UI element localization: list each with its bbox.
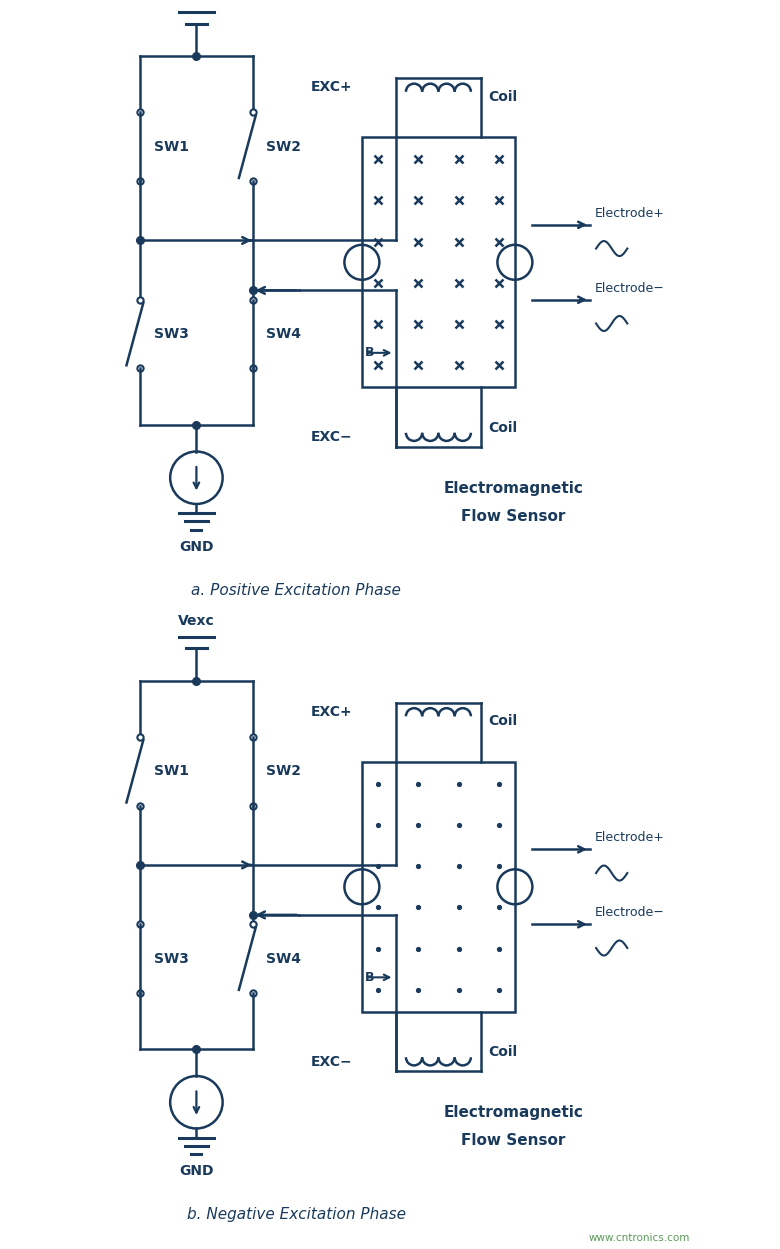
Text: b. Negative Excitation Phase: b. Negative Excitation Phase xyxy=(187,1207,406,1223)
Text: SW1: SW1 xyxy=(154,140,189,154)
Text: Coil: Coil xyxy=(488,421,517,435)
Text: SW3: SW3 xyxy=(154,327,189,341)
Text: EXC−: EXC− xyxy=(311,1054,353,1069)
Text: Flow Sensor: Flow Sensor xyxy=(461,1134,566,1149)
Text: a. Positive Excitation Phase: a. Positive Excitation Phase xyxy=(191,582,401,598)
Text: B: B xyxy=(365,346,374,360)
Bar xyxy=(362,137,515,387)
Text: SW4: SW4 xyxy=(266,952,301,965)
Text: Electrode−: Electrode− xyxy=(595,282,665,295)
Text: Electrode+: Electrode+ xyxy=(595,207,665,220)
Text: GND: GND xyxy=(179,1164,214,1178)
Text: SW1: SW1 xyxy=(154,764,189,778)
Text: Coil: Coil xyxy=(488,714,517,728)
Text: Vexc: Vexc xyxy=(178,0,214,4)
Text: Coil: Coil xyxy=(488,90,517,104)
Text: Electrode+: Electrode+ xyxy=(595,832,665,844)
Text: EXC−: EXC− xyxy=(311,430,353,445)
Bar xyxy=(362,762,515,1012)
Text: EXC+: EXC+ xyxy=(311,80,353,95)
Text: SW2: SW2 xyxy=(266,140,301,154)
Text: Electromagnetic: Electromagnetic xyxy=(443,481,583,496)
Text: SW4: SW4 xyxy=(266,327,301,341)
Text: GND: GND xyxy=(179,540,214,553)
Text: SW2: SW2 xyxy=(266,764,301,778)
Text: B: B xyxy=(365,970,374,984)
Text: Coil: Coil xyxy=(488,1045,517,1059)
Text: Electrode−: Electrode− xyxy=(595,907,665,919)
Text: SW3: SW3 xyxy=(154,952,189,965)
Text: Vexc: Vexc xyxy=(178,613,214,627)
Text: Flow Sensor: Flow Sensor xyxy=(461,510,566,525)
Text: EXC+: EXC+ xyxy=(311,704,353,719)
Text: Electromagnetic: Electromagnetic xyxy=(443,1105,583,1120)
Text: www.cntronics.com: www.cntronics.com xyxy=(588,1233,690,1243)
